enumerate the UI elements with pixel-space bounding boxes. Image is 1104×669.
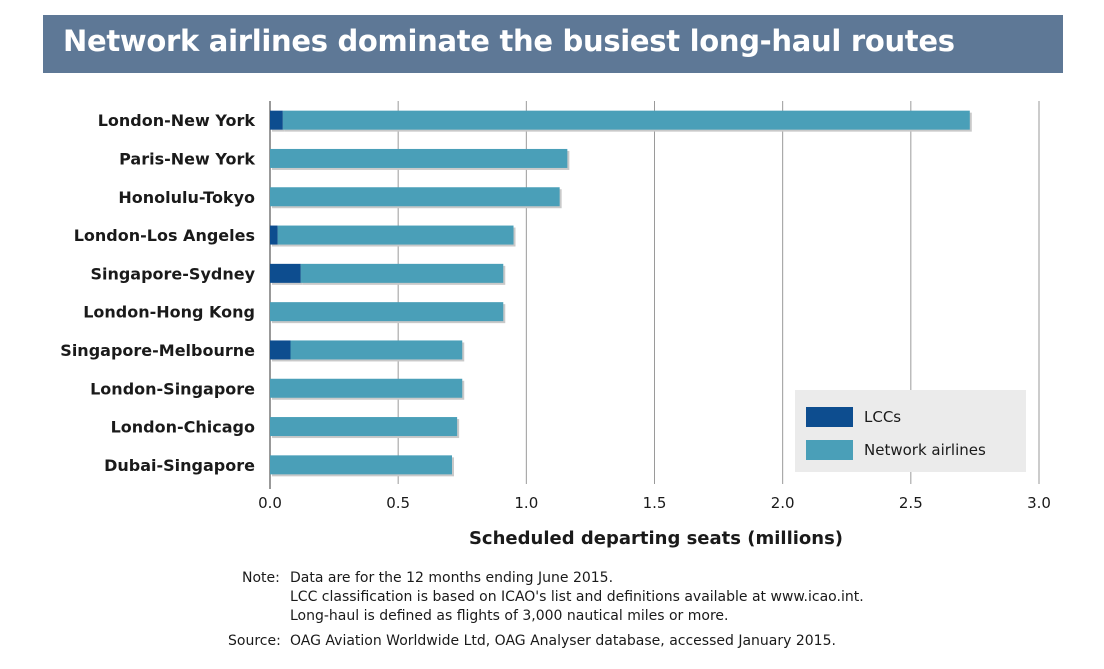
notes-block: Note: Data are for the 12 months ending … [228,569,864,651]
bar-1-9 [270,455,452,475]
bar-1-2 [270,187,560,207]
title-bar: Network airlines dominate the busiest lo… [43,15,1063,73]
x-tick-label-4: 2.0 [771,494,795,512]
bar-0-3 [270,225,278,245]
bar-1-7 [270,378,463,398]
bar-0-0 [270,110,283,130]
category-label-4: Singapore-Sydney [90,264,255,283]
category-label-9: Dubai-Singapore [104,456,255,475]
category-label-1: Paris-New York [119,149,255,168]
bar-1-8 [270,417,458,437]
legend-swatch-0 [806,407,853,427]
source-line: Source: OAG Aviation Worldwide Ltd, OAG … [228,632,864,651]
source-label: Source: [228,633,281,649]
category-label-8: London-Chicago [111,418,255,437]
bar-1-1 [270,148,568,168]
x-axis-label: Scheduled departing seats (millions) [469,528,843,549]
bar-chart: LCCs Network airlines London-New York Paris… [60,101,1051,549]
chart-title: Network airlines dominate the busiest lo… [63,24,955,58]
category-label-3: London-Los Angeles [74,226,255,245]
bar-1-4 [300,263,504,283]
note-line-1: LCC classification is based on ICAO's li… [290,588,864,607]
category-label-5: London-Hong Kong [83,303,255,322]
bar-1-0 [282,110,970,130]
note-label: Note: [242,570,280,586]
legend-label-1: Network airlines [864,441,986,459]
x-tick-label-2: 1.0 [514,494,538,512]
bar-1-6 [290,340,463,360]
legend-label-0: LCCs [864,408,901,426]
x-tick-label-1: 0.5 [386,494,410,512]
note-text-0: Data are for the 12 months ending June 2… [290,570,614,586]
note-text-1: LCC classification is based on ICAO's li… [290,589,864,605]
bar-0-4 [270,263,301,283]
legend-swatch-1 [806,440,853,460]
category-label-2: Honolulu-Tokyo [118,188,255,207]
note-text-2: Long-haul is defined as flights of 3,000… [290,608,729,624]
bar-1-3 [277,225,514,245]
bar-1-5 [270,302,504,322]
x-tick-label-6: 3.0 [1027,494,1051,512]
source-text: OAG Aviation Worldwide Ltd, OAG Analyser… [290,633,836,649]
x-tick-label-3: 1.5 [643,494,667,512]
category-label-7: London-Singapore [90,379,255,398]
category-label-6: Singapore-Melbourne [60,341,255,360]
category-label-0: London-New York [98,111,256,130]
note-line-2: Long-haul is defined as flights of 3,000… [290,607,864,626]
x-tick-label-0: 0.0 [258,494,282,512]
note-line-0: Note: Data are for the 12 months ending … [242,569,864,588]
bar-0-6 [270,340,291,360]
x-tick-label-5: 2.5 [899,494,923,512]
